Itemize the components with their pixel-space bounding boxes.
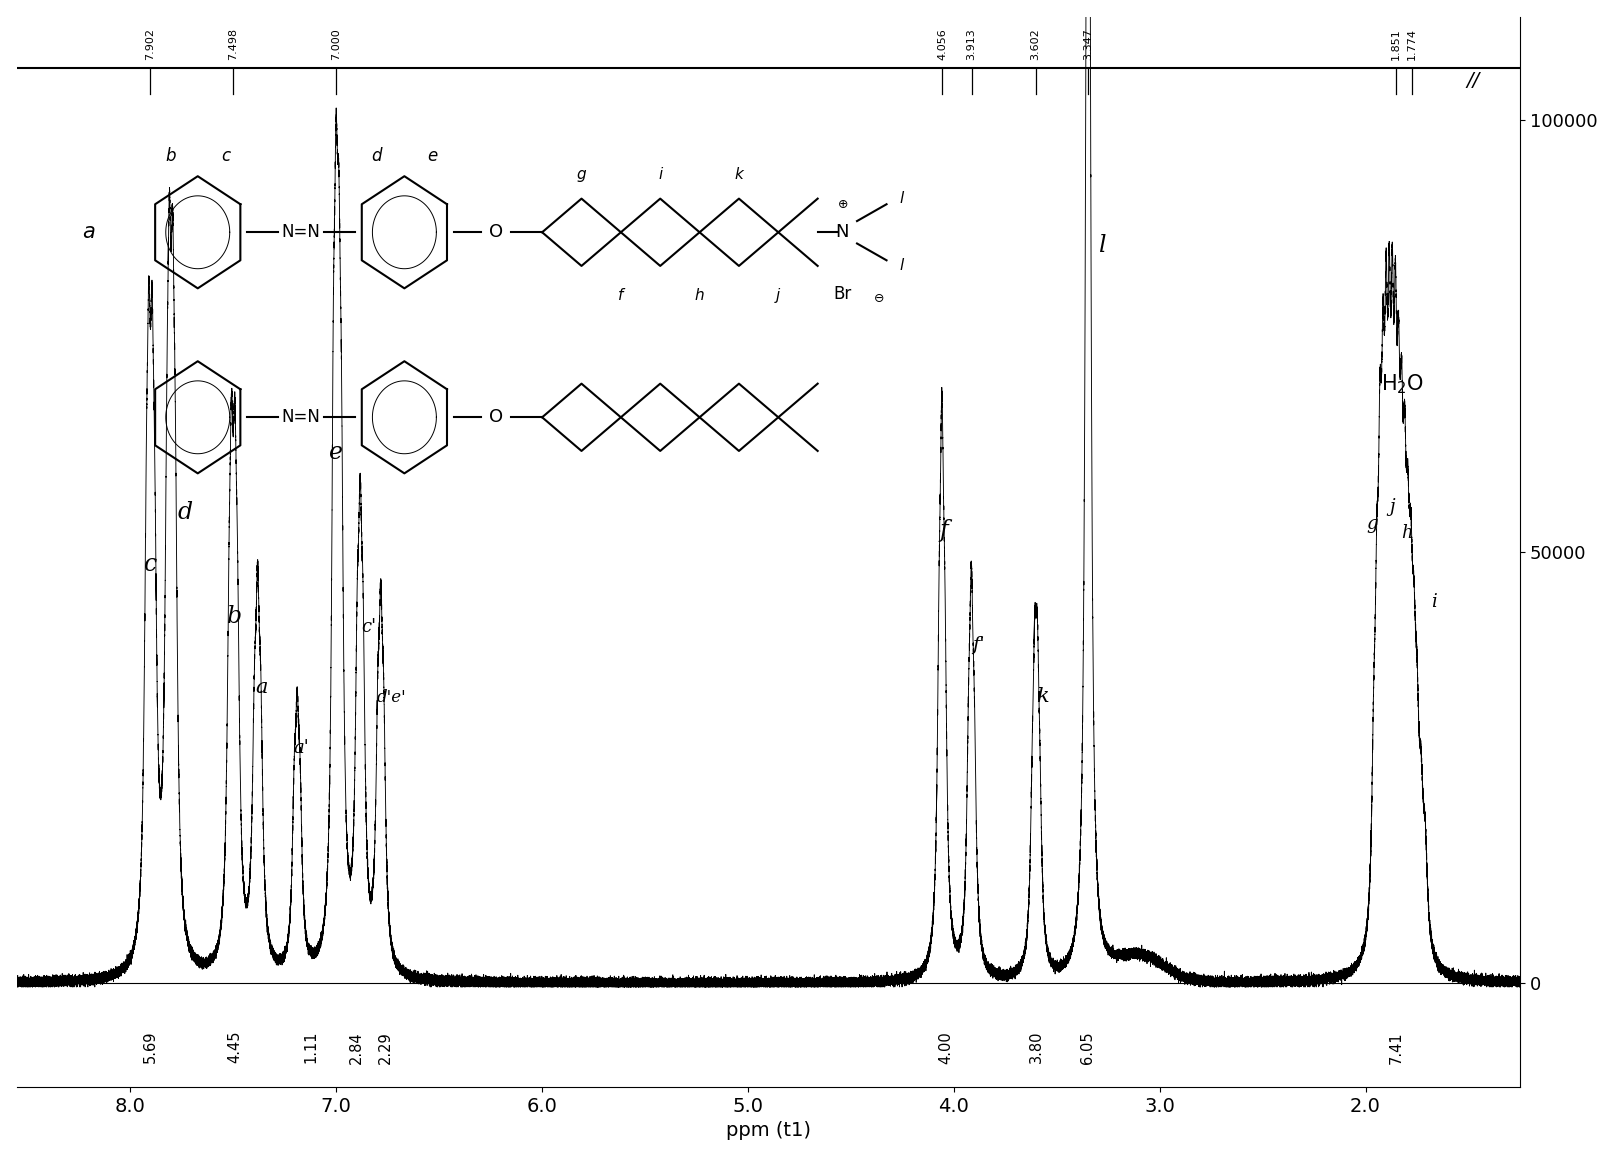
- Text: 3.913: 3.913: [967, 28, 976, 60]
- Text: 2.84: 2.84: [349, 1031, 365, 1063]
- Text: h: h: [1401, 523, 1412, 541]
- X-axis label: ppm (t1): ppm (t1): [726, 1121, 810, 1141]
- Text: 3.80: 3.80: [1028, 1031, 1044, 1063]
- Text: j: j: [1390, 498, 1394, 516]
- Text: 7.000: 7.000: [331, 28, 341, 60]
- Text: d'e': d'e': [376, 688, 407, 706]
- Text: c: c: [144, 553, 157, 576]
- Text: e: e: [329, 441, 342, 464]
- Text: 5.69: 5.69: [144, 1031, 158, 1063]
- Text: 7.498: 7.498: [228, 28, 239, 60]
- Text: 7.41: 7.41: [1390, 1031, 1404, 1063]
- Text: f': f': [972, 635, 985, 654]
- Text: H$_2$O: H$_2$O: [1382, 373, 1424, 397]
- Text: k: k: [1036, 686, 1049, 706]
- Text: d: d: [178, 501, 194, 524]
- Text: a': a': [294, 739, 308, 758]
- Text: 3.602: 3.602: [1031, 28, 1041, 60]
- Text: 1.851: 1.851: [1391, 28, 1401, 60]
- Text: g: g: [1365, 515, 1377, 533]
- Text: i: i: [1430, 592, 1436, 611]
- Text: a: a: [255, 678, 268, 697]
- Text: 7.902: 7.902: [145, 28, 155, 60]
- Text: 1.11: 1.11: [303, 1031, 318, 1063]
- Text: 4.00: 4.00: [938, 1031, 952, 1063]
- Text: c': c': [362, 619, 376, 636]
- Text: f: f: [939, 518, 947, 541]
- Text: 2.29: 2.29: [378, 1031, 392, 1063]
- Text: //: //: [1466, 71, 1480, 90]
- Text: 4.056: 4.056: [938, 28, 947, 60]
- Text: 3.347: 3.347: [1083, 28, 1093, 60]
- Text: 6.05: 6.05: [1080, 1031, 1094, 1063]
- Text: 4.45: 4.45: [228, 1031, 242, 1063]
- Text: 1.774: 1.774: [1407, 28, 1417, 60]
- Text: l: l: [1098, 234, 1106, 257]
- Text: b: b: [228, 605, 242, 628]
